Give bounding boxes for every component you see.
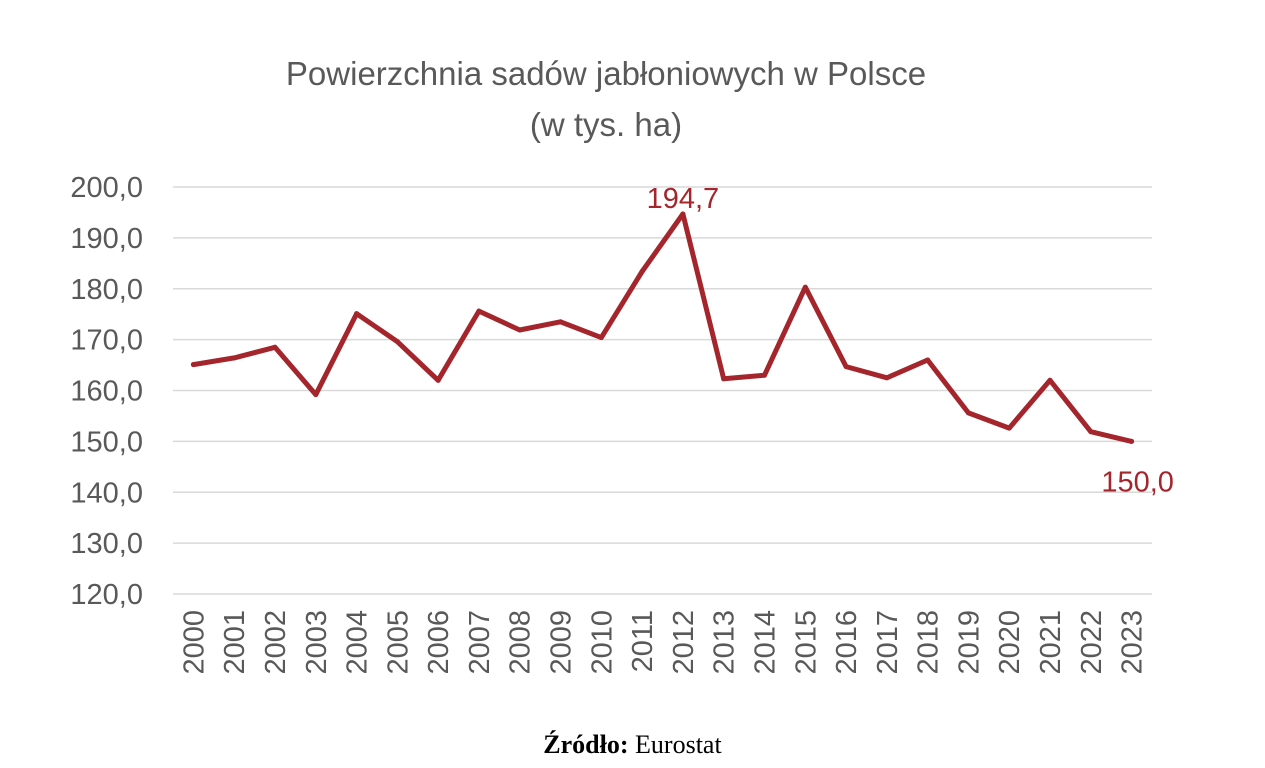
x-tick-label: 2021	[1035, 610, 1067, 675]
x-tick-label: 2015	[790, 610, 822, 675]
x-tick-label: 2004	[342, 610, 374, 675]
x-tick-label: 2000	[178, 610, 210, 675]
data-point-2020	[1006, 425, 1012, 431]
series-line	[190, 211, 1135, 444]
x-tick-label: 2018	[913, 610, 945, 675]
data-point-2023	[1129, 438, 1135, 444]
data-point-2012	[680, 211, 686, 217]
x-tick-label: 2003	[301, 610, 333, 675]
data-point-2015	[802, 284, 808, 290]
y-tick-label: 200,0	[70, 172, 143, 204]
data-point-2002	[272, 344, 278, 350]
x-axis-tick-labels: 2000 2001 2002 2003 2004 2005 2006 2007 2008 2009…	[178, 610, 1148, 675]
y-axis-tick-labels: 120,0 130,0 140,0 150,0 160,0 170,0 180,0 190,0…	[70, 172, 143, 611]
data-point-2005	[394, 339, 400, 345]
data-point-2003	[313, 392, 319, 398]
y-tick-label: 170,0	[70, 325, 143, 357]
y-tick-label: 180,0	[70, 274, 143, 306]
x-tick-label: 2007	[464, 610, 496, 675]
data-point-2014	[761, 372, 767, 378]
x-tick-label: 2011	[627, 610, 659, 672]
y-tick-label: 190,0	[70, 223, 143, 255]
x-tick-label: 2016	[831, 610, 863, 675]
x-tick-label: 2009	[546, 610, 578, 675]
source-note: Źródło: Eurostat	[0, 730, 1265, 760]
data-point-2009	[558, 319, 564, 325]
x-tick-label: 2006	[423, 610, 455, 675]
chart-title-line-2: (w tys. ha)	[530, 106, 682, 143]
data-point-2007	[476, 308, 482, 314]
x-tick-label: 2022	[1076, 610, 1108, 675]
data-point-2017	[884, 375, 890, 381]
x-tick-label: 2013	[709, 610, 741, 675]
x-tick-label: 2002	[260, 610, 292, 675]
y-tick-label: 150,0	[70, 426, 143, 458]
y-tick-label: 120,0	[70, 579, 143, 611]
x-tick-label: 2014	[749, 610, 781, 675]
gridlines	[173, 186, 1152, 595]
y-tick-label: 140,0	[70, 477, 143, 509]
data-point-2018	[925, 357, 931, 363]
data-label-2012: 194,7	[647, 183, 720, 215]
x-tick-label: 2012	[668, 610, 700, 675]
data-point-2000	[190, 362, 196, 368]
data-point-2013	[721, 376, 727, 382]
data-point-2022	[1088, 429, 1094, 435]
source-label: Źródło:	[543, 730, 629, 759]
x-tick-label: 2010	[586, 610, 618, 675]
x-tick-label: 2005	[382, 610, 414, 675]
data-point-2021	[1047, 377, 1053, 383]
chart-title-line-1: Powierzchnia sadów jabłoniowych w Polsce	[286, 55, 926, 92]
data-point-2019	[965, 410, 971, 416]
data-point-2011	[639, 268, 645, 274]
x-tick-label: 2023	[1117, 610, 1149, 675]
data-point-2008	[517, 327, 523, 333]
series-group	[190, 211, 1135, 444]
x-tick-label: 2001	[219, 610, 251, 675]
x-tick-label: 2008	[505, 610, 537, 675]
y-tick-label: 160,0	[70, 376, 143, 408]
y-tick-label: 130,0	[70, 528, 143, 560]
source-value: Eurostat	[635, 730, 722, 759]
data-point-2004	[354, 311, 360, 317]
x-tick-label: 2017	[872, 610, 904, 675]
x-tick-label: 2019	[953, 610, 985, 675]
data-point-2006	[435, 377, 441, 383]
data-point-2010	[598, 335, 604, 341]
data-point-2016	[843, 364, 849, 370]
data-point-2001	[231, 355, 237, 361]
data-labels: 194,7 150,0	[647, 183, 1174, 498]
data-label-2023: 150,0	[1101, 466, 1174, 498]
x-tick-label: 2020	[994, 610, 1026, 675]
